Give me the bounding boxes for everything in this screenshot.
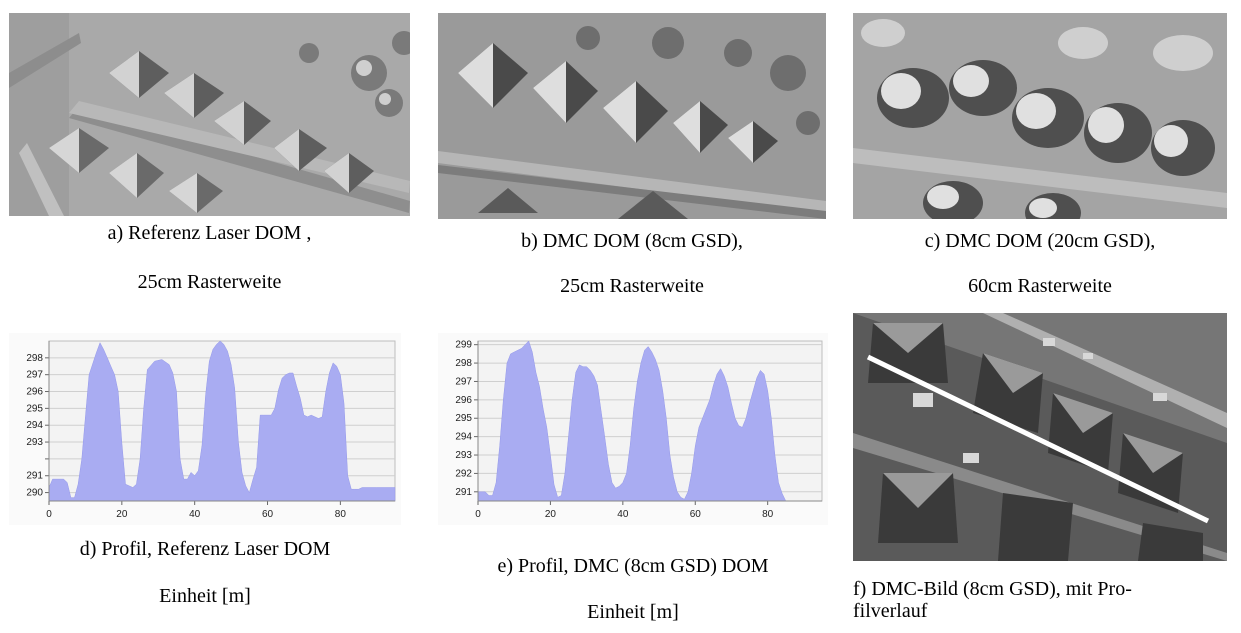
y-tick-label: 293 <box>26 437 43 448</box>
caption-a-line1: a) Referenz Laser DOM , <box>107 222 312 244</box>
y-tick-label: 295 <box>26 403 43 414</box>
profile-area <box>477 340 787 502</box>
x-tick-label: 40 <box>617 509 629 520</box>
caption-f-line1: f) DMC-Bild (8cm GSD), mit Pro- <box>853 578 1132 600</box>
x-tick-label: 60 <box>690 509 702 520</box>
y-tick-label: 296 <box>26 387 43 398</box>
y-tick-label: 298 <box>455 358 472 369</box>
x-tick-label: 80 <box>335 509 347 520</box>
y-tick-label: 291 <box>26 471 43 482</box>
caption-e-line2: Einheit [m] <box>587 601 679 623</box>
y-tick-label: 297 <box>26 370 43 381</box>
y-tick-label: 290 <box>26 488 43 499</box>
caption-c-line2: 60cm Rasterweite <box>968 275 1112 297</box>
profile-chart-laser-svg: 290 291 293 294 295 296 297 298 0 20 40 60 80 <box>26 340 396 520</box>
hillshade-graphic-b <box>438 13 826 219</box>
hillshade-image-dmc-20cm <box>853 13 1227 219</box>
caption-d-line1: d) Profil, Referenz Laser DOM <box>79 538 331 560</box>
hillshade-graphic-a <box>9 13 410 216</box>
y-tick-label: 292 <box>455 468 472 479</box>
caption-b-line1: b) DMC DOM (8cm GSD), <box>521 230 743 252</box>
hillshade-image-laser-dom <box>9 13 410 216</box>
caption-f-line2: filverlauf <box>853 600 928 622</box>
profile-area <box>48 340 396 502</box>
x-tick-label: 80 <box>762 509 774 520</box>
x-tick-label: 20 <box>116 509 128 520</box>
y-tick-label: 298 <box>26 353 43 364</box>
caption-d-line2: Einheit [m] <box>159 585 251 607</box>
x-tick-label: 0 <box>46 509 52 520</box>
x-tick-label: 20 <box>545 509 557 520</box>
y-tick-label: 297 <box>455 376 472 387</box>
profile-chart-laser: 290 291 293 294 295 296 297 298 0 20 40 60 80 <box>9 333 401 525</box>
caption-a-line2: 25cm Rasterweite <box>137 271 282 293</box>
y-tick-label: 299 <box>455 340 472 351</box>
profile-line <box>866 354 1210 524</box>
caption-b-line2: 25cm Rasterweite <box>560 275 704 297</box>
hillshade-image-dmc-8cm <box>438 13 826 219</box>
caption-f: f) DMC-Bild (8cm GSD), mit Pro- filverla… <box>853 578 1233 622</box>
y-tick-label: 296 <box>455 395 472 406</box>
caption-e-line1: e) Profil, DMC (8cm GSD) DOM <box>497 555 769 577</box>
x-tick-label: 0 <box>475 509 481 520</box>
y-tick-label: 294 <box>455 432 472 443</box>
caption-c-line1: c) DMC DOM (20cm GSD), <box>924 230 1156 252</box>
profile-chart-dmc-svg: 291 292 293 294 295 296 297 298 299 0 20 40 60 80 <box>455 340 823 520</box>
y-tick-label: 294 <box>26 420 43 431</box>
x-tick-label: 40 <box>189 509 201 520</box>
aerial-image-dmc <box>853 313 1227 561</box>
x-tick-label: 60 <box>262 509 274 520</box>
hillshade-graphic-c <box>853 13 1227 219</box>
aerial-graphic-f <box>853 313 1227 561</box>
y-tick-label: 293 <box>455 450 472 461</box>
y-tick-label: 295 <box>455 413 472 424</box>
profile-chart-dmc: 291 292 293 294 295 296 297 298 299 0 20 40 60 80 <box>438 333 828 525</box>
y-tick-label: 291 <box>455 487 472 498</box>
